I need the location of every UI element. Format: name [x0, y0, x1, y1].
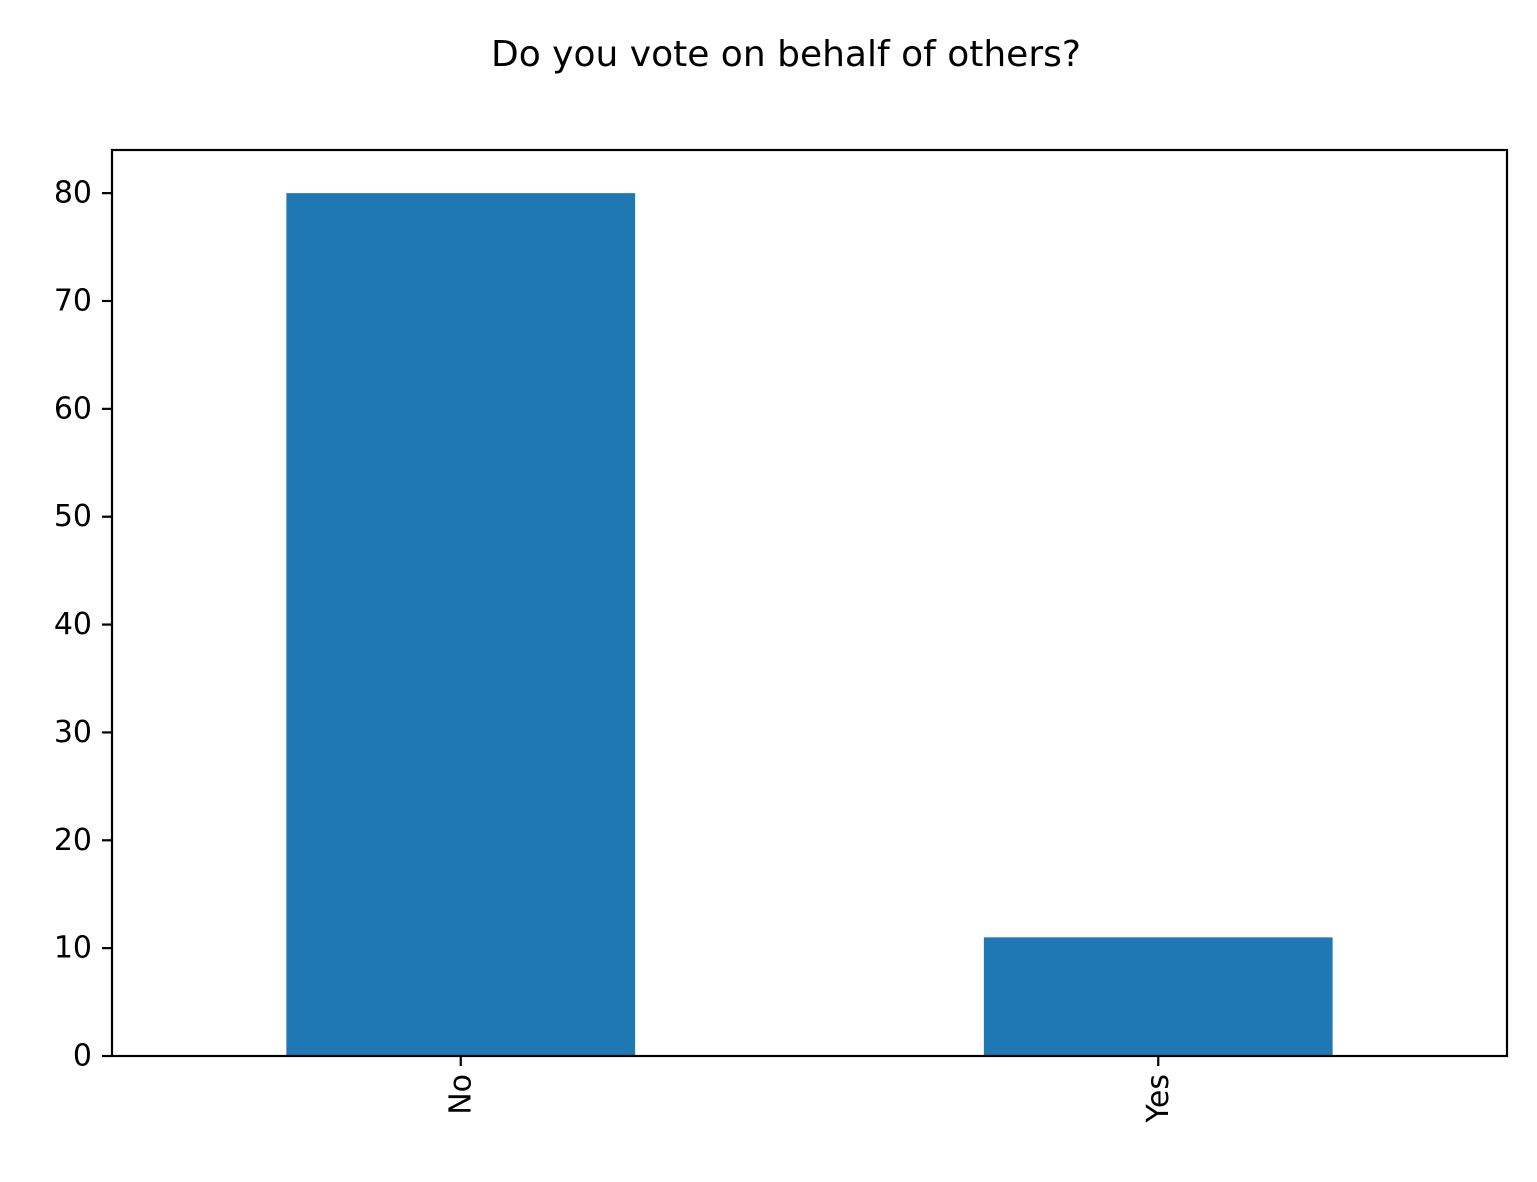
x-tick-label: No: [443, 1074, 478, 1115]
y-tick-label: 0: [73, 1039, 92, 1074]
y-tick-label: 40: [54, 607, 92, 642]
x-axis: No Yes: [443, 1056, 1176, 1123]
bar-no: [286, 193, 636, 1057]
y-tick-label: 70: [54, 284, 92, 319]
bar-yes: [983, 937, 1333, 1056]
y-tick-label: 60: [54, 391, 92, 426]
plot-area-frame: [110, 148, 1509, 1058]
y-axis: 0 10 20 30 40 50 60 70 80: [54, 176, 112, 1074]
y-tick-label: 30: [54, 715, 92, 750]
chart-title: Do you vote on behalf of others?: [491, 34, 1081, 75]
y-tick-label: 20: [54, 823, 92, 858]
bars-group: [286, 193, 1333, 1057]
x-tick-label: Yes: [1141, 1074, 1176, 1123]
y-tick-label: 80: [54, 176, 92, 211]
y-tick-label: 50: [54, 499, 92, 534]
y-tick-label: 10: [54, 931, 92, 966]
